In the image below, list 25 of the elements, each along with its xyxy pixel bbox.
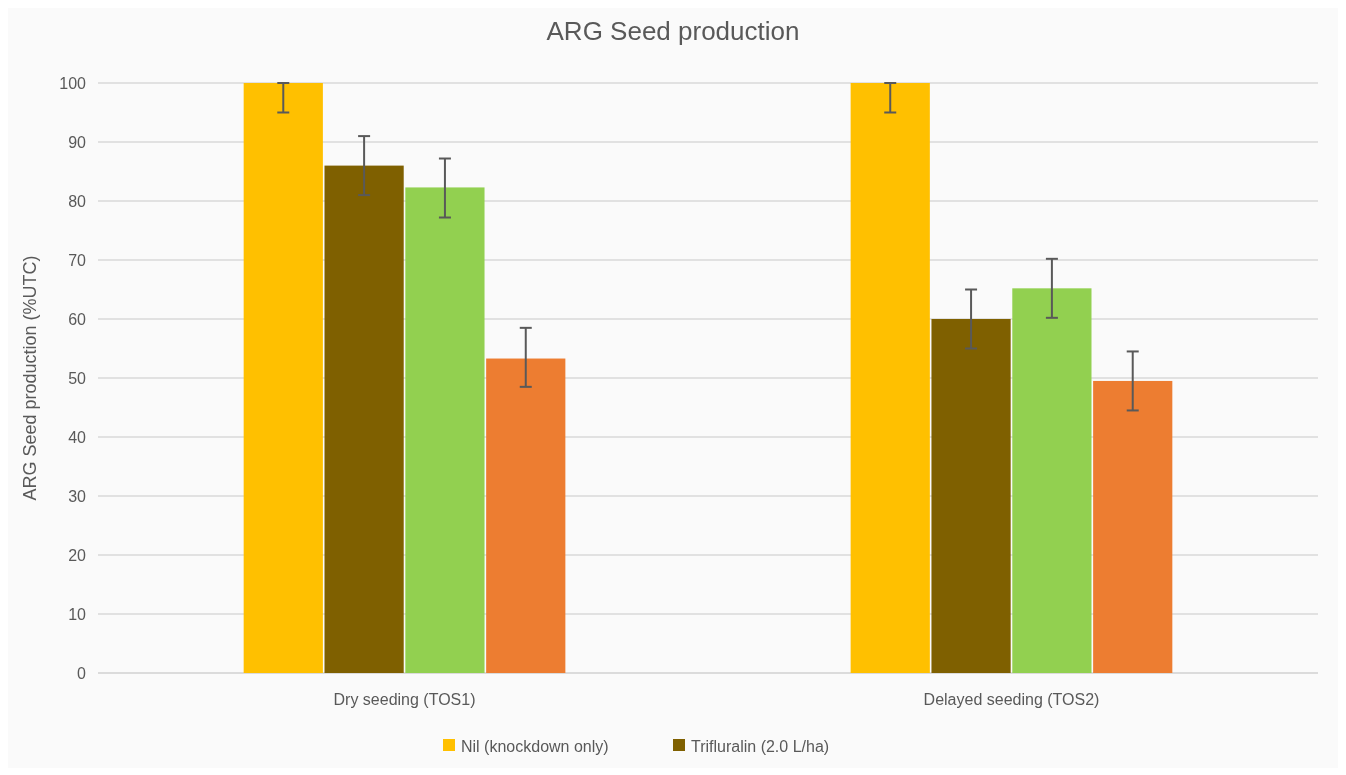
bar — [1012, 288, 1092, 673]
y-tick-label: 40 — [68, 428, 87, 446]
y-tick-label: 10 — [68, 605, 87, 623]
bar — [243, 83, 323, 673]
chart-title: ARG Seed production — [546, 16, 800, 46]
y-tick-label: 50 — [68, 369, 87, 387]
bar — [405, 187, 485, 673]
y-tick-label: 100 — [59, 74, 87, 92]
legend-label: Trifluralin (2.0 L/ha) — [691, 737, 830, 755]
y-tick-label: 70 — [68, 251, 87, 269]
y-axis-title: ARG Seed production (%UTC) — [20, 255, 40, 501]
bar — [1093, 380, 1173, 673]
bar — [486, 358, 566, 673]
y-tick-label: 80 — [68, 192, 87, 210]
y-tick-label: 20 — [68, 546, 87, 564]
y-tick-label: 0 — [77, 664, 87, 682]
bar — [850, 83, 930, 673]
y-tick-label: 90 — [68, 133, 87, 151]
y-tick-label: 30 — [68, 487, 87, 505]
y-tick-label: 60 — [68, 310, 87, 328]
x-tick-label: Dry seeding (TOS1) — [333, 691, 476, 708]
bar — [324, 165, 404, 673]
x-tick-label: Delayed seeding (TOS2) — [923, 691, 1100, 708]
bar — [931, 319, 1011, 673]
legend-label: Nil (knockdown only) — [461, 737, 609, 755]
